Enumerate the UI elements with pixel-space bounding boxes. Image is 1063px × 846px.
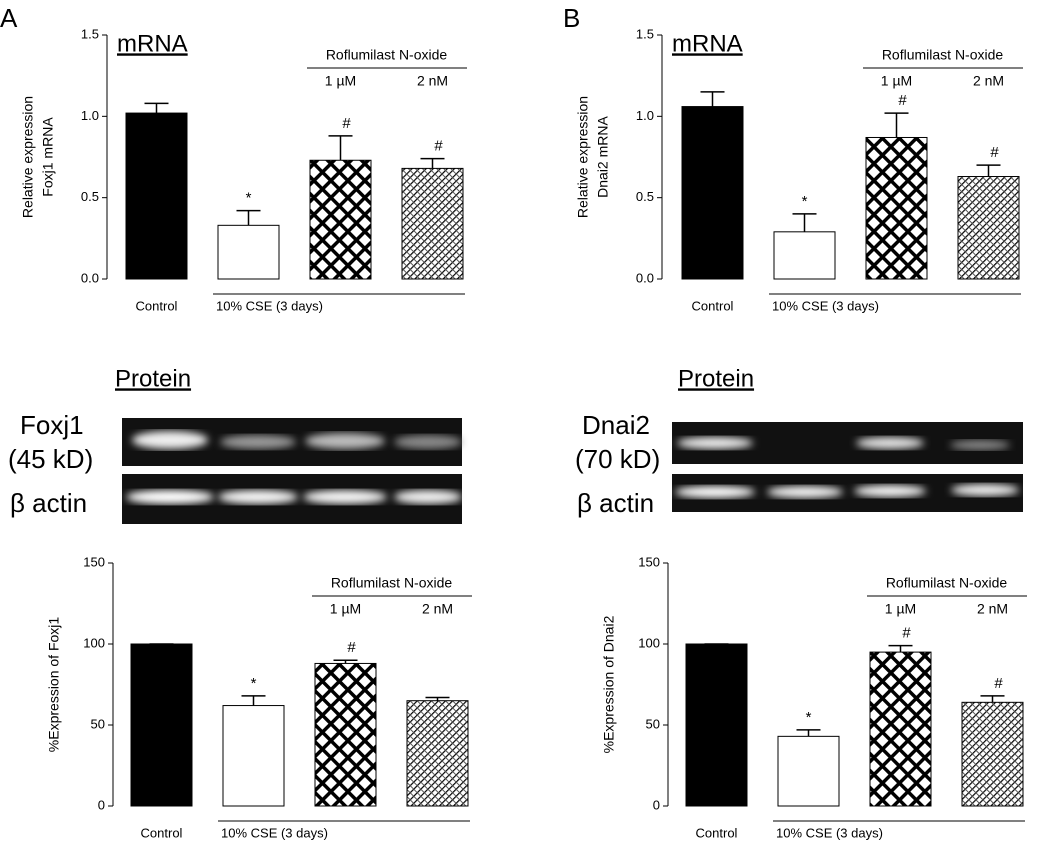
y-tick-label: 1.5	[636, 26, 654, 41]
significance-marker: #	[990, 144, 999, 161]
error-bar	[333, 659, 358, 664]
blot-title: Protein	[678, 365, 754, 392]
y-tick-label: 150	[638, 554, 660, 569]
x-label: 10% CSE (3 days)	[216, 298, 323, 313]
bar	[401, 167, 464, 280]
blot-target: Foxj1	[20, 410, 84, 440]
bar	[957, 176, 1020, 280]
chart-title: mRNA	[117, 30, 188, 57]
blot-control: β actin	[10, 488, 87, 518]
bar	[869, 651, 932, 807]
bar	[125, 112, 188, 280]
bar	[865, 136, 928, 280]
y-axis-label: Relative expression	[20, 96, 36, 218]
blot-control: β actin	[577, 488, 654, 518]
significance-marker: *	[246, 190, 252, 207]
y-tick-label: 0	[98, 797, 105, 812]
treatment-label: Roflumilast N-oxide	[331, 575, 453, 591]
error-bar	[420, 157, 445, 169]
dose-label: 1 µM	[325, 73, 356, 89]
y-axis-label: Dnai2 mRNA	[595, 116, 611, 198]
dose-label: 2 nM	[977, 601, 1008, 617]
x-label: Control	[696, 825, 738, 840]
x-label: 10% CSE (3 days)	[776, 825, 883, 840]
blot-size: (70 kD)	[575, 444, 660, 474]
significance-marker: *	[806, 709, 812, 726]
y-tick-label: 50	[646, 716, 660, 731]
bar	[406, 700, 469, 807]
y-tick-label: 0.5	[81, 189, 99, 204]
bar	[217, 224, 280, 280]
x-label: 10% CSE (3 days)	[221, 825, 328, 840]
y-axis-label: Relative expression	[575, 96, 591, 218]
bar	[773, 231, 836, 280]
error-bar	[241, 695, 266, 706]
y-axis-label: Foxj1 mRNA	[40, 117, 56, 197]
blot-title: Protein	[115, 365, 191, 392]
x-label: Control	[692, 298, 734, 313]
bar	[314, 662, 377, 807]
error-bar	[328, 135, 353, 161]
x-label: 10% CSE (3 days)	[772, 298, 879, 313]
bar	[685, 643, 748, 807]
treatment-label: Roflumilast N-oxide	[886, 575, 1008, 591]
dose-label: 1 µM	[881, 73, 912, 89]
error-bar	[425, 696, 450, 701]
y-axis-label: %Expression of Dnai2	[601, 615, 617, 753]
x-label: Control	[141, 825, 183, 840]
blot-size: (45 kD)	[8, 444, 93, 474]
y-tick-label: 100	[83, 635, 105, 650]
bar	[961, 701, 1024, 807]
y-tick-label: 1.5	[81, 26, 99, 41]
dose-label: 2 nM	[417, 73, 448, 89]
treatment-label: Roflumilast N-oxide	[326, 47, 448, 63]
dose-label: 2 nM	[422, 601, 453, 617]
y-tick-label: 150	[83, 554, 105, 569]
y-tick-label: 0.0	[81, 270, 99, 285]
blot-image	[672, 422, 1023, 512]
dose-label: 1 µM	[330, 601, 361, 617]
significance-marker: *	[251, 675, 257, 692]
y-tick-label: 100	[638, 635, 660, 650]
x-label: Control	[136, 298, 178, 313]
significance-marker: #	[347, 639, 356, 656]
bar	[130, 643, 193, 807]
significance-marker: #	[898, 92, 907, 109]
blot-target: Dnai2	[582, 410, 650, 440]
error-bar	[792, 213, 817, 232]
error-bar	[980, 695, 1005, 703]
panel-label: B	[563, 3, 580, 33]
error-bar	[888, 644, 913, 653]
dose-label: 2 nM	[973, 73, 1004, 89]
y-tick-label: 0	[653, 797, 660, 812]
error-bar	[700, 91, 725, 107]
y-tick-label: 1.0	[81, 108, 99, 123]
y-tick-label: 1.0	[636, 108, 654, 123]
significance-marker: *	[802, 193, 808, 210]
significance-marker: #	[342, 115, 351, 132]
y-tick-label: 0.0	[636, 270, 654, 285]
treatment-label: Roflumilast N-oxide	[882, 47, 1004, 63]
significance-marker: #	[902, 625, 911, 642]
error-bar	[976, 164, 1001, 177]
bar	[681, 106, 744, 280]
error-bar	[796, 729, 821, 737]
bar	[222, 705, 285, 807]
panel-label: A	[0, 3, 18, 33]
significance-marker: #	[434, 138, 443, 155]
y-tick-label: 50	[91, 716, 105, 731]
y-tick-label: 0.5	[636, 189, 654, 204]
y-axis-label: %Expression of Foxj1	[46, 617, 62, 753]
error-bar	[884, 112, 909, 138]
chart-title: mRNA	[672, 30, 743, 57]
significance-marker: #	[994, 675, 1003, 692]
bar	[309, 159, 372, 280]
error-bar	[144, 102, 169, 114]
error-bar	[236, 209, 261, 226]
blot-image	[122, 418, 462, 524]
dose-label: 1 µM	[885, 601, 916, 617]
bar	[777, 735, 840, 807]
